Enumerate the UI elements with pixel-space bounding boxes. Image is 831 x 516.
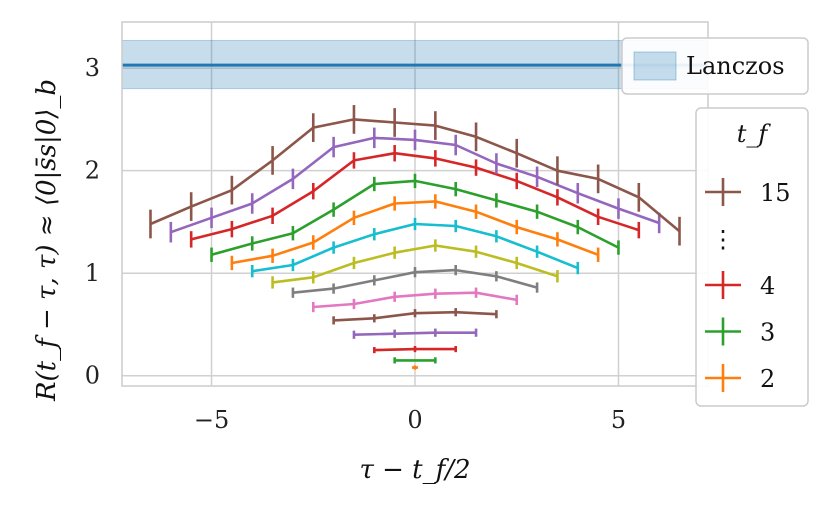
lanczos-legend: Lanczos <box>621 37 809 95</box>
y-tick-label: 2 <box>85 157 100 185</box>
series-tf-8 <box>291 265 539 298</box>
lanczos-legend-frame <box>621 37 809 95</box>
legend-label: 4 <box>760 272 775 300</box>
series-line <box>272 244 558 284</box>
legend-label: 15 <box>760 179 791 207</box>
series-tf-15 <box>149 105 681 246</box>
series-line <box>313 291 517 309</box>
series-tf-4 <box>373 346 457 354</box>
legend-ellipsis: ⋮ <box>711 226 735 254</box>
series-tf-6 <box>332 308 498 325</box>
lanczos-band-layer <box>121 39 709 90</box>
series-tf-10 <box>250 217 580 278</box>
series-tf-11 <box>230 194 600 271</box>
series-line <box>149 118 681 233</box>
series-line <box>353 331 476 336</box>
y-tick-label: 3 <box>85 54 100 82</box>
series-tf-3 <box>393 357 437 364</box>
series-tf-5 <box>352 328 478 339</box>
legend-label: 2 <box>760 365 775 393</box>
lanczos-legend-label: Lanczos <box>686 52 785 80</box>
series-tf-13 <box>189 145 641 248</box>
y-axis-label: R(t_f − τ, τ) ≈ ⟨0|s̄s|0⟩_b <box>32 79 62 402</box>
x-tick-label: 0 <box>407 406 422 434</box>
series-line <box>231 200 599 265</box>
tf-legend-title: t_f <box>737 120 772 148</box>
legend-label: 3 <box>760 319 775 347</box>
x-tick-label: 5 <box>611 406 626 434</box>
series-tf-9 <box>271 239 559 289</box>
series-layer <box>149 105 681 370</box>
y-tick-label: 1 <box>85 259 100 287</box>
series-tf-12 <box>210 173 620 262</box>
series-tf-2 <box>412 365 418 370</box>
tick-labels: −5 0 5 0 1 2 3 <box>85 54 626 434</box>
x-axis-label: τ − t_f/2 <box>359 455 470 485</box>
lanczos-legend-swatch <box>633 51 677 81</box>
x-tick-label: −5 <box>194 406 229 434</box>
tf-legend: t_f 15 ⋮ 4 3 2 <box>695 107 809 407</box>
series-tf-14 <box>169 127 661 243</box>
tf-legend-frame <box>695 107 809 407</box>
series-line <box>190 151 640 241</box>
tf-legend-entries: 15 ⋮ 4 3 2 <box>705 178 791 393</box>
series-tf-7 <box>311 287 519 313</box>
y-tick-label: 0 <box>85 362 100 390</box>
